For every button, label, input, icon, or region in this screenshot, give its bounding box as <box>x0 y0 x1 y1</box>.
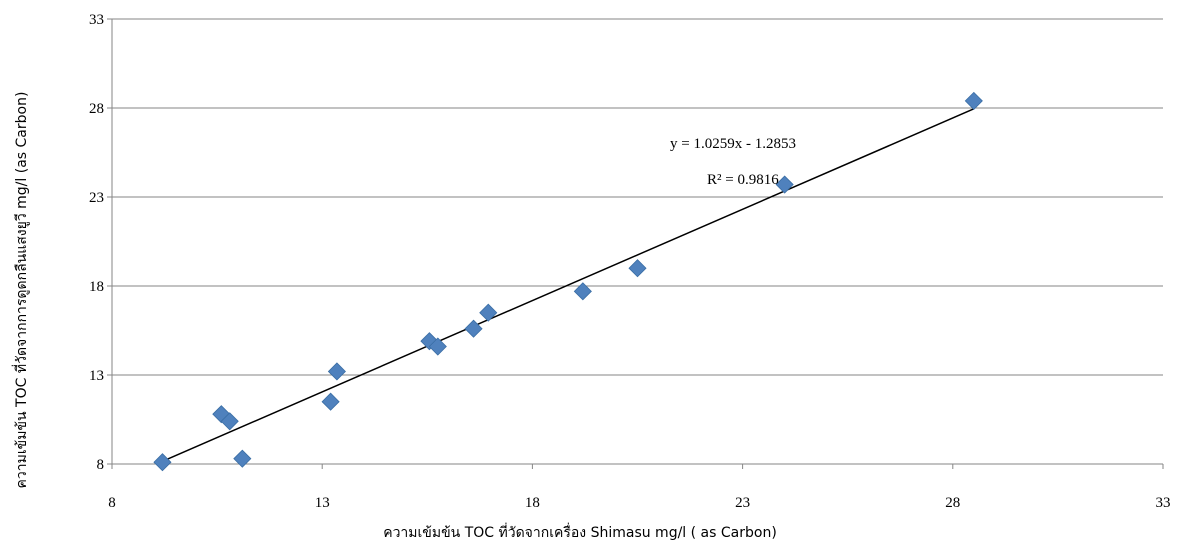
data-point <box>220 412 239 431</box>
data-point <box>321 392 340 411</box>
data-points <box>153 91 983 472</box>
x-tick-label: 23 <box>735 495 750 511</box>
data-point <box>628 259 647 278</box>
y-tick-label: 8 <box>97 457 105 473</box>
data-point <box>327 362 346 381</box>
data-point <box>153 453 172 472</box>
y-tick-label: 33 <box>89 12 104 28</box>
trendline-group <box>162 108 975 462</box>
y-tick-label: 13 <box>89 368 104 384</box>
y-tick-labels: 8 13 18 23 28 33 <box>89 12 104 473</box>
x-tick-label: 18 <box>525 495 540 511</box>
trendline-equation: y = 1.0259x - 1.2853 <box>670 136 796 152</box>
y-tick-label: 23 <box>89 190 104 206</box>
axes <box>107 18 1164 469</box>
y-tick-label: 18 <box>89 279 104 295</box>
data-point <box>479 303 498 322</box>
x-tick-labels: 8 13 18 23 28 33 <box>108 495 1170 511</box>
x-tick-label: 8 <box>108 495 116 511</box>
x-tick-label: 33 <box>1156 495 1171 511</box>
x-axis-title: ความเข้มข้น TOC ที่วัดจากเครื่อง Shimasu… <box>383 523 777 541</box>
data-point <box>464 319 483 338</box>
trendline <box>162 108 975 462</box>
y-tick-label: 28 <box>89 101 104 117</box>
data-point <box>428 337 447 356</box>
x-tick-label: 13 <box>315 495 330 511</box>
data-point <box>233 449 252 468</box>
x-tick-label: 28 <box>945 495 960 511</box>
data-point <box>775 175 794 194</box>
y-axis-title: ความเข้มข้น TOC ที่วัดจากการดูดกลืนแสงยู… <box>12 92 30 489</box>
r-squared-label: R² = 0.9816 <box>707 172 779 188</box>
data-point <box>573 282 592 301</box>
data-point <box>964 91 983 110</box>
grid-lines <box>112 18 1163 376</box>
